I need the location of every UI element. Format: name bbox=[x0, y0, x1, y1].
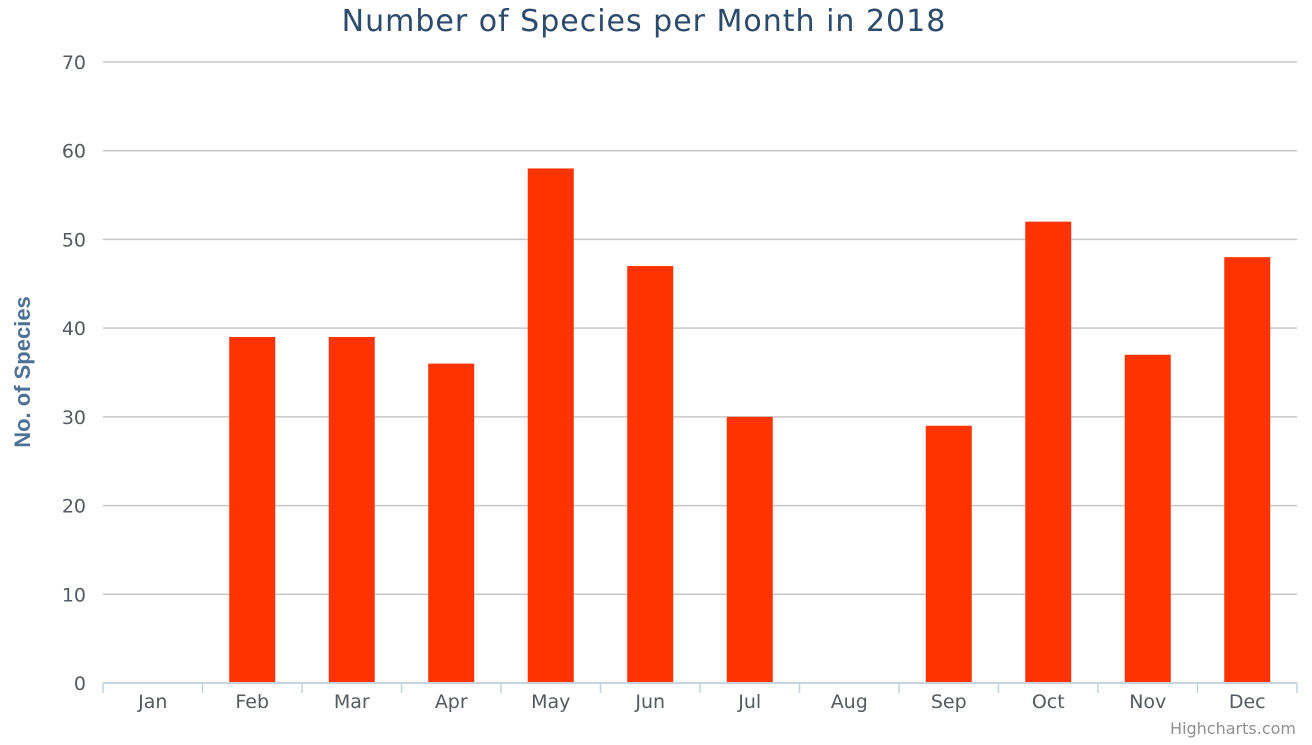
y-tick-label: 70 bbox=[62, 52, 86, 74]
y-tick-label: 50 bbox=[62, 229, 86, 251]
y-tick-label: 30 bbox=[62, 407, 86, 429]
x-tick-label: Oct bbox=[1032, 691, 1065, 713]
bar-feb bbox=[229, 337, 276, 683]
y-tick-labels: 0 10 20 30 40 50 60 70 bbox=[62, 52, 86, 695]
x-tick-label: Jul bbox=[737, 691, 761, 713]
bar-apr bbox=[428, 363, 475, 683]
bar-dec bbox=[1224, 257, 1271, 683]
bar-jul bbox=[726, 416, 773, 683]
x-tick-label: Aug bbox=[831, 691, 868, 713]
x-tick-label: Nov bbox=[1129, 691, 1166, 713]
chart-title: Number of Species per Month in 2018 bbox=[342, 4, 947, 39]
bars bbox=[229, 168, 1271, 683]
bar-nov bbox=[1124, 354, 1171, 683]
bar-mar bbox=[328, 337, 375, 683]
y-axis-label: No. of Species bbox=[10, 296, 35, 448]
x-tick-label: Apr bbox=[435, 691, 468, 713]
highcharts-credit[interactable]: Highcharts.com bbox=[1170, 719, 1296, 738]
bar-may bbox=[527, 168, 574, 683]
y-tick-label: 60 bbox=[62, 141, 86, 163]
x-tick-label: Dec bbox=[1229, 691, 1266, 713]
x-tick-label: Mar bbox=[334, 691, 370, 713]
x-tick-label: Feb bbox=[235, 691, 269, 713]
x-tick-label: Jan bbox=[137, 691, 167, 713]
x-tick-label: Sep bbox=[931, 691, 967, 713]
bar-jun bbox=[627, 266, 674, 683]
y-tick-label: 20 bbox=[62, 496, 86, 518]
x-tick-label: Jun bbox=[634, 691, 665, 713]
bar-oct bbox=[1025, 221, 1072, 683]
y-tick-label: 10 bbox=[62, 584, 86, 606]
y-tick-label: 0 bbox=[74, 673, 86, 695]
gridlines bbox=[103, 61, 1297, 596]
x-tick-label: May bbox=[531, 691, 570, 713]
y-tick-label: 40 bbox=[62, 318, 86, 340]
x-axis: Jan Feb Mar Apr May Jun Jul Aug Sep Oct Nov Dec bbox=[102, 682, 1298, 713]
bar-sep bbox=[925, 425, 972, 683]
